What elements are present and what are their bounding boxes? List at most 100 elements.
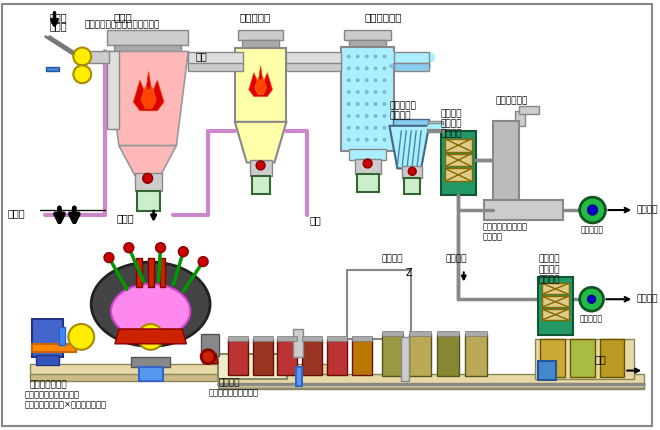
Bar <box>135 173 162 191</box>
Bar <box>542 296 569 307</box>
Polygon shape <box>141 86 156 108</box>
Ellipse shape <box>111 284 190 338</box>
Circle shape <box>579 287 603 311</box>
Bar <box>228 336 248 341</box>
Circle shape <box>365 114 369 118</box>
Circle shape <box>374 138 378 141</box>
Text: ２トン／バッチ×２バッチ／日〕: ２トン／バッチ×２バッチ／日〕 <box>25 400 107 409</box>
Polygon shape <box>389 126 429 169</box>
Text: ＨＥＰＡ
フィルタ
ユニット: ＨＥＰＡ フィルタ ユニット <box>441 109 463 139</box>
Bar <box>188 63 243 71</box>
Bar <box>352 336 372 341</box>
Ellipse shape <box>91 262 210 346</box>
Circle shape <box>363 159 372 168</box>
Bar <box>405 178 420 194</box>
Circle shape <box>346 114 350 118</box>
Bar <box>286 52 341 64</box>
Bar <box>327 339 346 375</box>
Circle shape <box>579 197 605 223</box>
Bar <box>296 367 302 387</box>
Circle shape <box>124 243 134 253</box>
Text: 排気: 排気 <box>309 215 321 225</box>
Bar <box>401 337 409 381</box>
Circle shape <box>346 78 350 82</box>
Bar <box>235 48 286 122</box>
Bar <box>346 270 411 339</box>
Bar <box>30 374 327 381</box>
Text: 〔処理能力：４トン／日: 〔処理能力：４トン／日 <box>25 390 80 399</box>
Bar <box>445 154 472 166</box>
Circle shape <box>365 138 369 141</box>
Bar <box>519 106 539 114</box>
Circle shape <box>587 295 595 303</box>
Circle shape <box>365 66 369 71</box>
Bar <box>302 336 322 341</box>
Polygon shape <box>133 71 164 111</box>
Bar <box>59 327 65 345</box>
Bar <box>348 149 387 160</box>
Bar <box>441 131 476 195</box>
Circle shape <box>138 324 164 350</box>
Bar <box>395 52 429 63</box>
Bar <box>30 364 327 375</box>
Text: 排気: 排気 <box>195 52 207 61</box>
Circle shape <box>374 102 378 106</box>
Bar <box>46 68 59 71</box>
Bar <box>148 258 154 287</box>
Circle shape <box>356 114 360 118</box>
Text: 二次燃焼器: 二次燃焼器 <box>240 12 271 22</box>
Bar <box>381 331 403 336</box>
Text: 排気洗浄装置: 排気洗浄装置 <box>496 96 528 105</box>
Text: 排気ブロア: 排気ブロア <box>580 314 603 323</box>
Circle shape <box>256 161 265 170</box>
Bar <box>327 336 346 341</box>
Polygon shape <box>249 66 273 96</box>
Circle shape <box>73 48 91 65</box>
Text: ドラム缶: ドラム缶 <box>446 255 467 264</box>
Text: 焼却炉: 焼却炉 <box>114 12 133 22</box>
Polygon shape <box>255 77 267 95</box>
Bar <box>570 339 595 377</box>
Circle shape <box>346 55 350 58</box>
Bar <box>484 200 563 220</box>
Circle shape <box>346 102 350 106</box>
Circle shape <box>69 324 94 350</box>
Text: Z: Z <box>406 267 412 277</box>
Bar <box>445 169 472 181</box>
Bar <box>409 331 431 336</box>
Bar <box>36 355 59 365</box>
Text: 排気筒へ: 排気筒へ <box>636 206 657 215</box>
Text: 焼却灰: 焼却灰 <box>117 213 135 223</box>
Bar <box>277 339 297 375</box>
Text: 保管: 保管 <box>595 354 607 364</box>
Bar <box>218 384 644 390</box>
Circle shape <box>383 126 387 130</box>
Text: 〔処理能力：０．８トン／日〕: 〔処理能力：０．８トン／日〕 <box>84 21 160 30</box>
Text: ＨＥＰＡ
フィルタ
ユニット: ＨＥＰＡ フィルタ ユニット <box>538 255 560 284</box>
Bar <box>381 334 403 375</box>
Bar <box>131 357 170 367</box>
Circle shape <box>346 138 350 141</box>
Bar <box>218 354 287 378</box>
Bar <box>89 52 109 63</box>
Bar <box>465 331 486 336</box>
Bar <box>136 258 142 287</box>
Circle shape <box>356 78 360 82</box>
Circle shape <box>383 78 387 82</box>
Bar <box>542 283 569 294</box>
Bar <box>535 339 634 378</box>
Circle shape <box>156 243 166 253</box>
Circle shape <box>374 66 378 71</box>
Circle shape <box>365 90 369 94</box>
Circle shape <box>356 90 360 94</box>
Bar <box>409 334 431 375</box>
Bar <box>160 258 166 287</box>
Bar <box>341 46 395 150</box>
Bar <box>538 277 573 335</box>
Bar <box>302 339 322 375</box>
Circle shape <box>346 66 350 71</box>
Bar <box>352 339 372 375</box>
Circle shape <box>374 114 378 118</box>
Circle shape <box>374 78 378 82</box>
Bar <box>218 374 644 385</box>
